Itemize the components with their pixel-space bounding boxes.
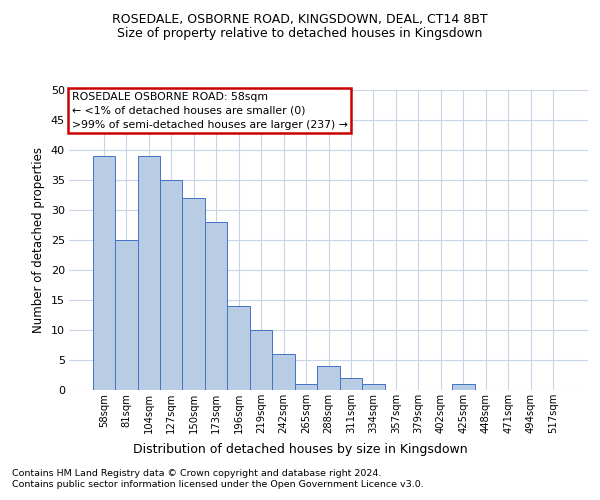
Text: Distribution of detached houses by size in Kingsdown: Distribution of detached houses by size … (133, 442, 467, 456)
Text: Contains HM Land Registry data © Crown copyright and database right 2024.: Contains HM Land Registry data © Crown c… (12, 468, 382, 477)
Bar (250, 330, 272, 390)
Bar (137, 156, 160, 390)
Y-axis label: Number of detached properties: Number of detached properties (32, 147, 45, 333)
Text: Size of property relative to detached houses in Kingsdown: Size of property relative to detached ho… (118, 28, 482, 40)
Text: ROSEDALE OSBORNE ROAD: 58sqm
← <1% of detached houses are smaller (0)
>99% of se: ROSEDALE OSBORNE ROAD: 58sqm ← <1% of de… (71, 92, 347, 130)
Text: Contains public sector information licensed under the Open Government Licence v3: Contains public sector information licen… (12, 480, 424, 489)
Bar (272, 354, 295, 390)
Bar (115, 240, 137, 390)
Bar (362, 384, 385, 390)
Bar (295, 384, 317, 390)
Bar (92, 156, 115, 390)
Bar (205, 222, 227, 390)
Text: ROSEDALE, OSBORNE ROAD, KINGSDOWN, DEAL, CT14 8BT: ROSEDALE, OSBORNE ROAD, KINGSDOWN, DEAL,… (112, 12, 488, 26)
Bar (340, 378, 362, 390)
Bar (452, 384, 475, 390)
Bar (182, 198, 205, 390)
Bar (227, 306, 250, 390)
Bar (160, 180, 182, 390)
Bar (317, 366, 340, 390)
